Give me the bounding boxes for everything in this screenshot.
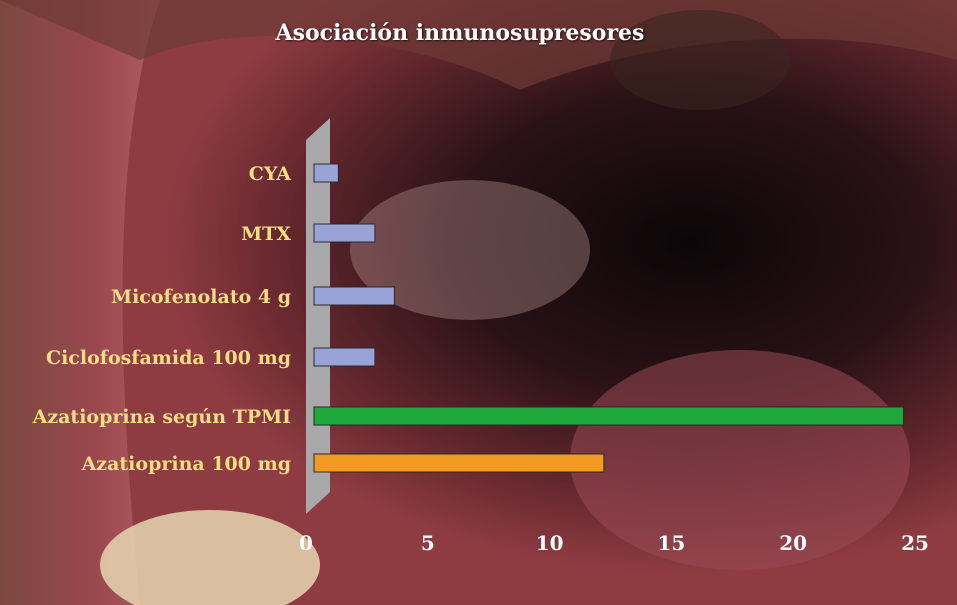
bar-4 bbox=[313, 406, 905, 426]
bar-2 bbox=[313, 286, 395, 306]
x-tick-label: 20 bbox=[779, 531, 807, 555]
x-tick-label: 5 bbox=[421, 531, 435, 555]
chart-title: Asociación inmunosupresores bbox=[275, 20, 645, 46]
category-label: MTX bbox=[241, 223, 291, 245]
x-tick-label: 10 bbox=[536, 531, 564, 555]
category-label: CYA bbox=[249, 163, 291, 185]
bar-1 bbox=[313, 223, 376, 243]
category-label: Azatioprina según TPMI bbox=[32, 406, 292, 428]
bar-5 bbox=[313, 453, 605, 473]
category-label: Ciclofosfamida 100 mg bbox=[46, 347, 291, 369]
x-tick-label: 25 bbox=[901, 531, 929, 555]
category-label: Micofenolato 4 g bbox=[111, 286, 291, 308]
category-label: Azatioprina 100 mg bbox=[81, 453, 291, 475]
x-tick-label: 0 bbox=[299, 531, 313, 555]
bar-3 bbox=[313, 347, 376, 367]
bar-0 bbox=[313, 163, 339, 183]
x-tick-label: 15 bbox=[657, 531, 685, 555]
